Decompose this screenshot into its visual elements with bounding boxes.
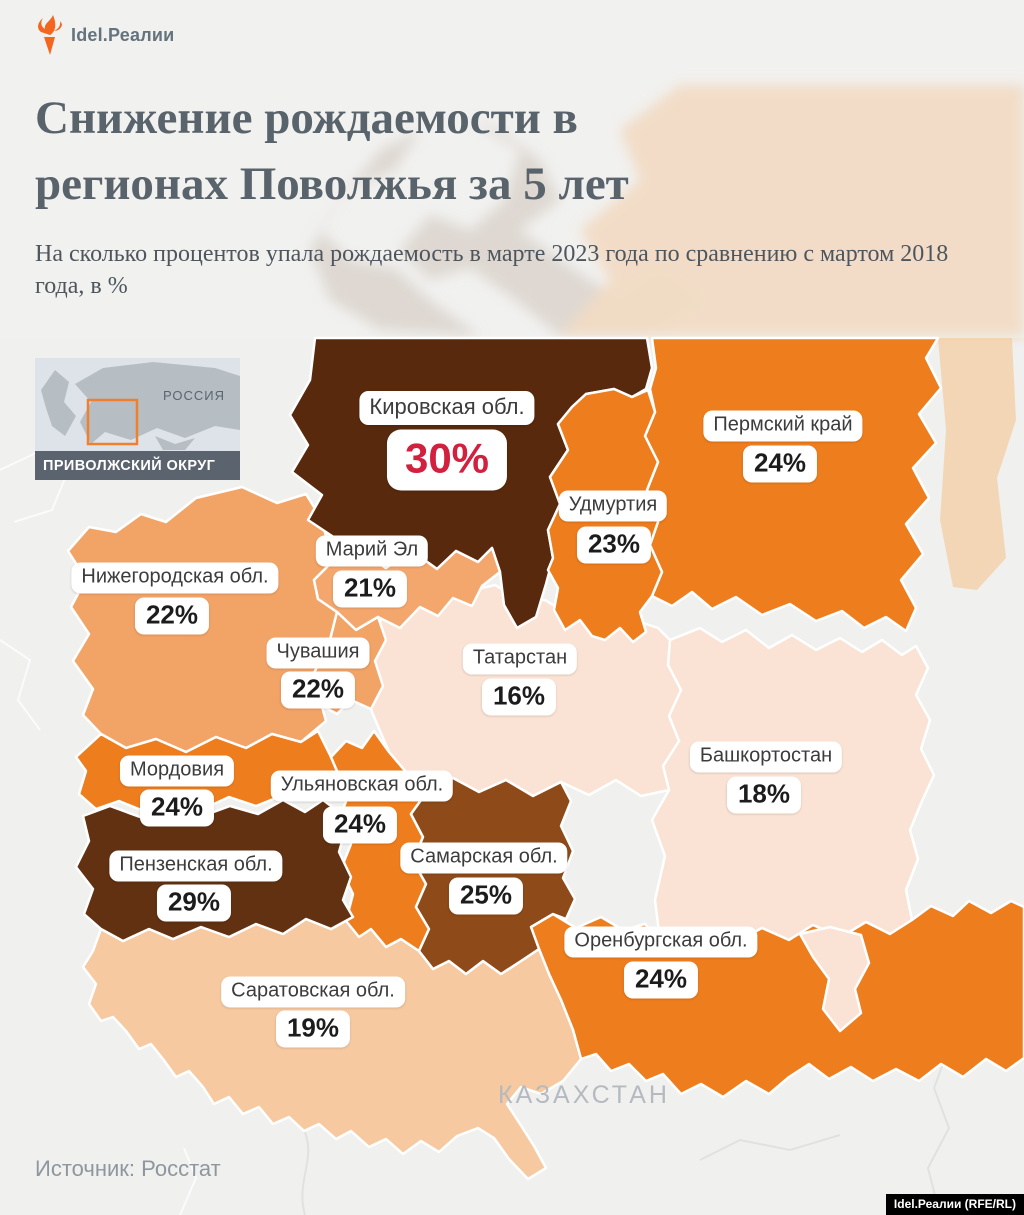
region-value-chip: 21% (332, 570, 408, 608)
source-text: Источник: Росстат (35, 1156, 221, 1181)
region-value-chip: 18% (726, 776, 802, 814)
inset-locator-map: РОССИЯ ПРИВОЛЖСКИЙ ОКРУГ (35, 358, 240, 480)
region-name-chip: Саратовская обл. (221, 976, 405, 1008)
region-value-chip: 22% (280, 671, 356, 709)
region-name-chip: Удмуртия (558, 490, 668, 522)
region-permsky (643, 336, 943, 633)
faded-taupe-shape (310, 120, 700, 336)
region-value-chip: 25% (448, 877, 524, 915)
inset-highlight-frame (86, 398, 139, 446)
region-value-chip: 30% (386, 429, 508, 491)
region-value-chip: 23% (576, 526, 652, 564)
region-name-chip: Марий Эл (315, 535, 429, 567)
logo: Idel.Реалии (36, 14, 174, 56)
region-value-chip: 16% (481, 678, 557, 716)
credit-badge: Idel.Реалии (RFE/RL) (885, 1194, 1024, 1215)
region-name-chip: Пензенская обл. (109, 850, 283, 882)
torch-icon (38, 15, 62, 55)
kazakhstan-label: КАЗАХСТАН (498, 1081, 670, 1109)
region-name-chip: Татарстан (462, 643, 578, 675)
region-name-chip: Нижегородская обл. (71, 562, 279, 594)
title-line-1: Снижение рождаемости в (35, 92, 578, 144)
logo-text: Idel.Реалии (71, 24, 175, 45)
faded-peach-shape (560, 85, 1024, 336)
region-value-chip: 22% (134, 597, 210, 635)
region-nizhegorodskaya (66, 485, 355, 754)
region-name-chip: Башкортостан (689, 741, 843, 773)
title-wash-overlay (0, 0, 1024, 338)
inset-map-graphic (35, 358, 240, 453)
title-line-2: регионах Поволжья за 5 лет (35, 157, 629, 210)
inset-district-label: ПРИВОЛЖСКИЙ ОКРУГ (43, 457, 216, 474)
region-name-chip: Самарская обл. (400, 842, 568, 874)
inset-country-label: РОССИЯ (163, 388, 226, 403)
region-samarskaya (409, 776, 577, 976)
region-name-chip: Мордовия (119, 755, 235, 787)
page-title: Снижение рождаемости в регионах Поволжья… (35, 86, 995, 218)
region-value-chip: 29% (156, 884, 232, 922)
faded-north-map (310, 85, 1024, 336)
region-value-chip: 24% (139, 789, 215, 827)
kazakhstan-borders (301, 1039, 953, 1215)
region-name-chip: Оренбургская обл. (564, 926, 758, 958)
page-subtitle: На сколько процентов упала рождаемость в… (35, 241, 949, 300)
region-name-chip: Чувашия (266, 637, 370, 669)
region-name-chip: Кировская обл. (359, 391, 535, 425)
region-bashkortostan-south-wedge (798, 925, 871, 1033)
region-value-chip: 19% (275, 1010, 351, 1048)
faded-east-strip (938, 338, 1016, 590)
region-value-chip: 24% (623, 961, 699, 999)
region-name-chip: Пермский край (703, 410, 863, 442)
region-name-chip: Ульяновская обл. (270, 770, 454, 802)
inset-district-bar: ПРИВОЛЖСКИЙ ОКРУГ (35, 451, 240, 480)
region-value-chip: 24% (742, 445, 818, 483)
region-value-chip: 24% (322, 806, 398, 844)
